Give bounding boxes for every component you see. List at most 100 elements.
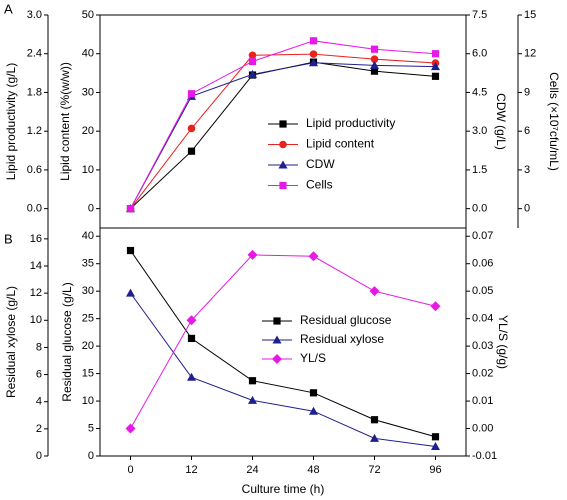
y-tick-label: 9 — [524, 86, 530, 98]
y-tick-label: 0.05 — [472, 285, 493, 297]
y-tick-label: 0.02 — [472, 367, 493, 379]
y-tick-label: 10 — [30, 314, 42, 326]
x-tick-label: 72 — [368, 464, 380, 476]
marker — [248, 377, 257, 385]
y-tick-label: 3 — [524, 164, 530, 176]
y-tick-label: 3.0 — [27, 9, 42, 21]
y-tick-label: 30 — [82, 86, 94, 98]
x-tick-label: 48 — [307, 464, 319, 476]
y-tick-label: 2 — [36, 423, 42, 435]
marker — [370, 45, 379, 53]
y-tick-label: 3.0 — [472, 125, 487, 137]
x-axis-title: Culture time (h) — [242, 482, 325, 496]
y-tick-label: 0.0 — [27, 203, 42, 215]
y-tick-label: 10 — [82, 395, 94, 407]
panel-label: A — [4, 1, 13, 16]
marker — [431, 442, 440, 450]
y-tick-label: 10 — [82, 164, 94, 176]
y-tick-label: 8 — [36, 341, 42, 353]
y-tick-label: 5 — [88, 422, 94, 434]
y-tick-label: 0 — [88, 203, 94, 215]
legend-label: Residual xylose — [300, 332, 384, 346]
marker — [126, 246, 135, 255]
y-tick-label: 15 — [524, 9, 536, 21]
y-tick-label: 2.4 — [27, 48, 42, 60]
y-tick-label: 12 — [30, 287, 42, 299]
marker — [187, 90, 196, 98]
legend-label: Lipid productivity — [306, 116, 395, 130]
marker — [431, 62, 440, 71]
marker — [125, 423, 136, 434]
y-tick-label: 4.5 — [472, 86, 487, 98]
marker — [370, 60, 379, 69]
plot-frame — [99, 14, 467, 457]
marker — [187, 147, 196, 155]
y-tick-label: 40 — [82, 48, 94, 60]
y-tick-label: 0 — [88, 450, 94, 462]
series-line — [130, 292, 436, 447]
marker — [247, 249, 258, 260]
y-tick-label: 0.03 — [472, 340, 493, 352]
y-tick-label: -0.01 — [472, 450, 497, 462]
y-tick-label: 6 — [524, 125, 530, 137]
y-tick-label: 30 — [82, 285, 94, 297]
marker — [370, 67, 379, 75]
marker — [309, 58, 318, 67]
y-axis-title: Cells (×10⁷cfu/mL) — [547, 72, 561, 171]
legend-label: YL/S — [300, 351, 326, 365]
legend-label: CDW — [306, 157, 335, 171]
y-tick-label: 25 — [82, 313, 94, 325]
y-axis-title: YL/S (g/g) — [496, 315, 510, 369]
marker — [279, 120, 287, 128]
marker — [430, 301, 441, 312]
marker — [309, 37, 318, 45]
y-tick-label: 6.0 — [472, 48, 487, 60]
legend-label: Residual glucose — [300, 313, 392, 327]
marker — [370, 55, 379, 63]
marker — [370, 416, 379, 424]
series-line — [130, 254, 436, 429]
y-axis-title: Residual glucose (g/L) — [60, 282, 74, 401]
y-tick-label: 20 — [82, 125, 94, 137]
y-tick-label: 14 — [30, 260, 42, 272]
marker — [431, 72, 440, 80]
y-tick-label: 0.04 — [472, 313, 493, 325]
y-tick-label: 50 — [82, 9, 94, 21]
legend-label: Lipid content — [306, 137, 375, 151]
marker — [186, 315, 197, 326]
marker — [431, 50, 440, 58]
y-tick-label: 35 — [82, 258, 94, 270]
y-tick-label: 0 — [524, 203, 530, 215]
y-tick-label: 15 — [82, 367, 94, 379]
x-tick-label: 24 — [246, 464, 258, 476]
marker — [309, 389, 318, 397]
marker — [248, 69, 257, 78]
y-tick-label: 12 — [524, 48, 536, 60]
marker — [272, 354, 282, 364]
panel-label: B — [4, 231, 13, 246]
marker — [248, 51, 257, 60]
marker — [248, 395, 257, 404]
y-tick-label: 0.0 — [472, 203, 487, 215]
series-line — [130, 250, 436, 438]
series-line — [130, 40, 436, 209]
marker — [273, 317, 281, 325]
marker — [278, 160, 288, 169]
y-tick-label: 1.2 — [27, 125, 42, 137]
y-tick-label: 0.01 — [472, 395, 493, 407]
y-axis-title: Lipid content (%(w/w)) — [58, 62, 72, 181]
y-tick-label: 20 — [82, 340, 94, 352]
marker — [279, 140, 287, 149]
y-tick-label: 1.5 — [472, 164, 487, 176]
marker — [309, 50, 318, 58]
x-tick-label: 96 — [429, 464, 441, 476]
marker — [308, 251, 319, 262]
series-line — [130, 53, 436, 209]
marker — [187, 124, 196, 133]
marker — [126, 205, 135, 213]
y-tick-label: 0.07 — [472, 230, 493, 242]
y-tick-label: 1.8 — [27, 86, 42, 98]
marker — [431, 433, 440, 441]
y-tick-label: 40 — [82, 230, 94, 242]
